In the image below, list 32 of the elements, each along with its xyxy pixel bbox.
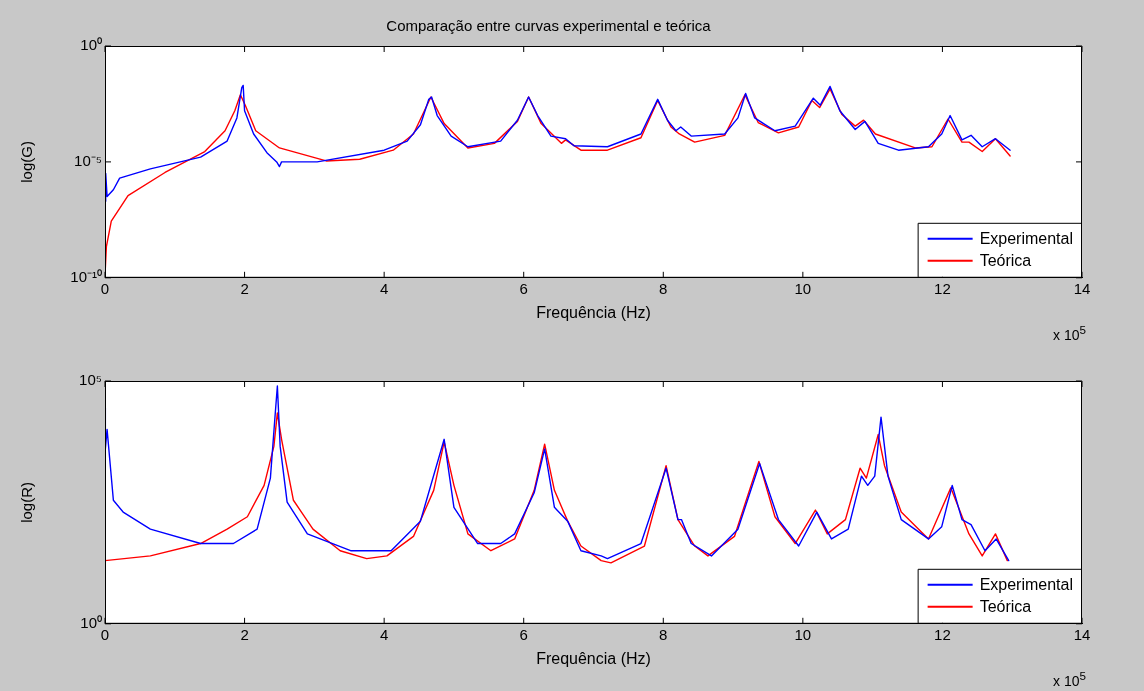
text: x 10$^{5}$ bbox=[1053, 669, 1086, 689]
y-tick-label: 10⁰ bbox=[80, 613, 102, 631]
x-tick-label: 14 bbox=[1073, 625, 1091, 643]
legend-label: Experimental bbox=[979, 576, 1073, 594]
y-axis-title: log(G) bbox=[18, 141, 36, 183]
legend-label: Experimental bbox=[979, 230, 1073, 248]
x-tick-label: 8 bbox=[659, 279, 668, 297]
x-tick-label: 12 bbox=[934, 625, 951, 643]
x-tick-label: 2 bbox=[240, 625, 249, 643]
legend-label: Teórica bbox=[979, 252, 1032, 270]
y-tick-label: 10⁻¹⁰ bbox=[70, 267, 102, 285]
x-tick-label: 8 bbox=[659, 625, 668, 643]
y-tick-label: 10⁵ bbox=[79, 371, 102, 389]
x-tick-label: 10 bbox=[794, 625, 812, 643]
x-tick-label: 4 bbox=[379, 279, 389, 297]
x-tick-label: 14 bbox=[1073, 279, 1091, 297]
y-tick-label: 10⁰ bbox=[80, 36, 102, 54]
x-tick-label: 0 bbox=[100, 625, 110, 643]
x-tick-label: 2 bbox=[240, 279, 249, 297]
text: x 10$^{5}$ bbox=[1053, 323, 1086, 343]
x-axis-title: Frequência (Hz) bbox=[536, 303, 651, 321]
x-tick-label: 4 bbox=[379, 625, 389, 643]
x-tick-label: 6 bbox=[519, 625, 528, 643]
chart-title: Comparação entre curvas experimental e teórica bbox=[386, 17, 712, 35]
y-axis-title: log(R) bbox=[18, 481, 36, 523]
x-axis-title: Frequência (Hz) bbox=[536, 649, 651, 667]
x-tick-label: 10 bbox=[794, 279, 812, 297]
y-tick-label: 10⁻⁵ bbox=[74, 152, 102, 170]
x-tick-label: 0 bbox=[100, 279, 110, 297]
x-tick-label: 6 bbox=[519, 279, 528, 297]
x-tick-label: 12 bbox=[934, 279, 951, 297]
legend-label: Teórica bbox=[979, 598, 1032, 616]
